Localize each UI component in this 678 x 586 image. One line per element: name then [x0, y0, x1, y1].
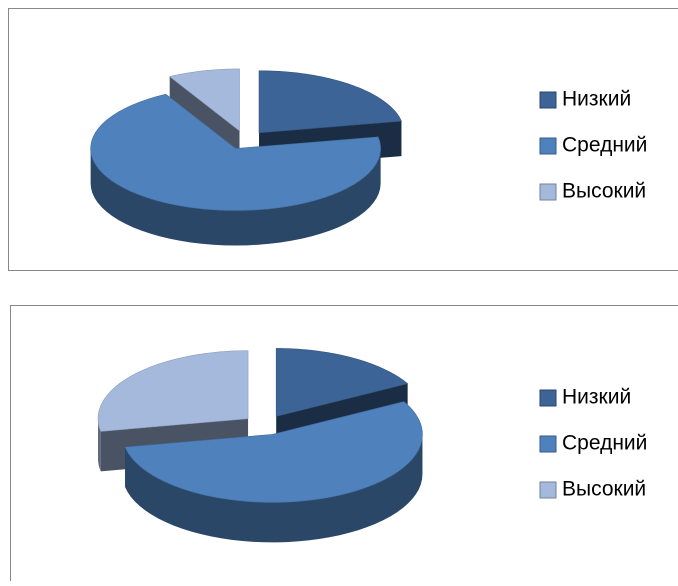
legend-swatch — [540, 184, 556, 200]
legend-label: Средний — [562, 432, 647, 455]
legend-label: Низкий — [562, 88, 631, 111]
legend-swatch — [540, 436, 556, 452]
legend-label: Средний — [562, 134, 647, 157]
legend-swatch — [540, 138, 556, 154]
legend-swatch — [540, 482, 556, 498]
legend-swatch — [540, 92, 556, 108]
legend-swatch — [540, 390, 556, 406]
legend-label: Низкий — [562, 386, 631, 409]
legend-label: Высокий — [562, 180, 646, 203]
legend-label: Высокий — [562, 478, 646, 501]
